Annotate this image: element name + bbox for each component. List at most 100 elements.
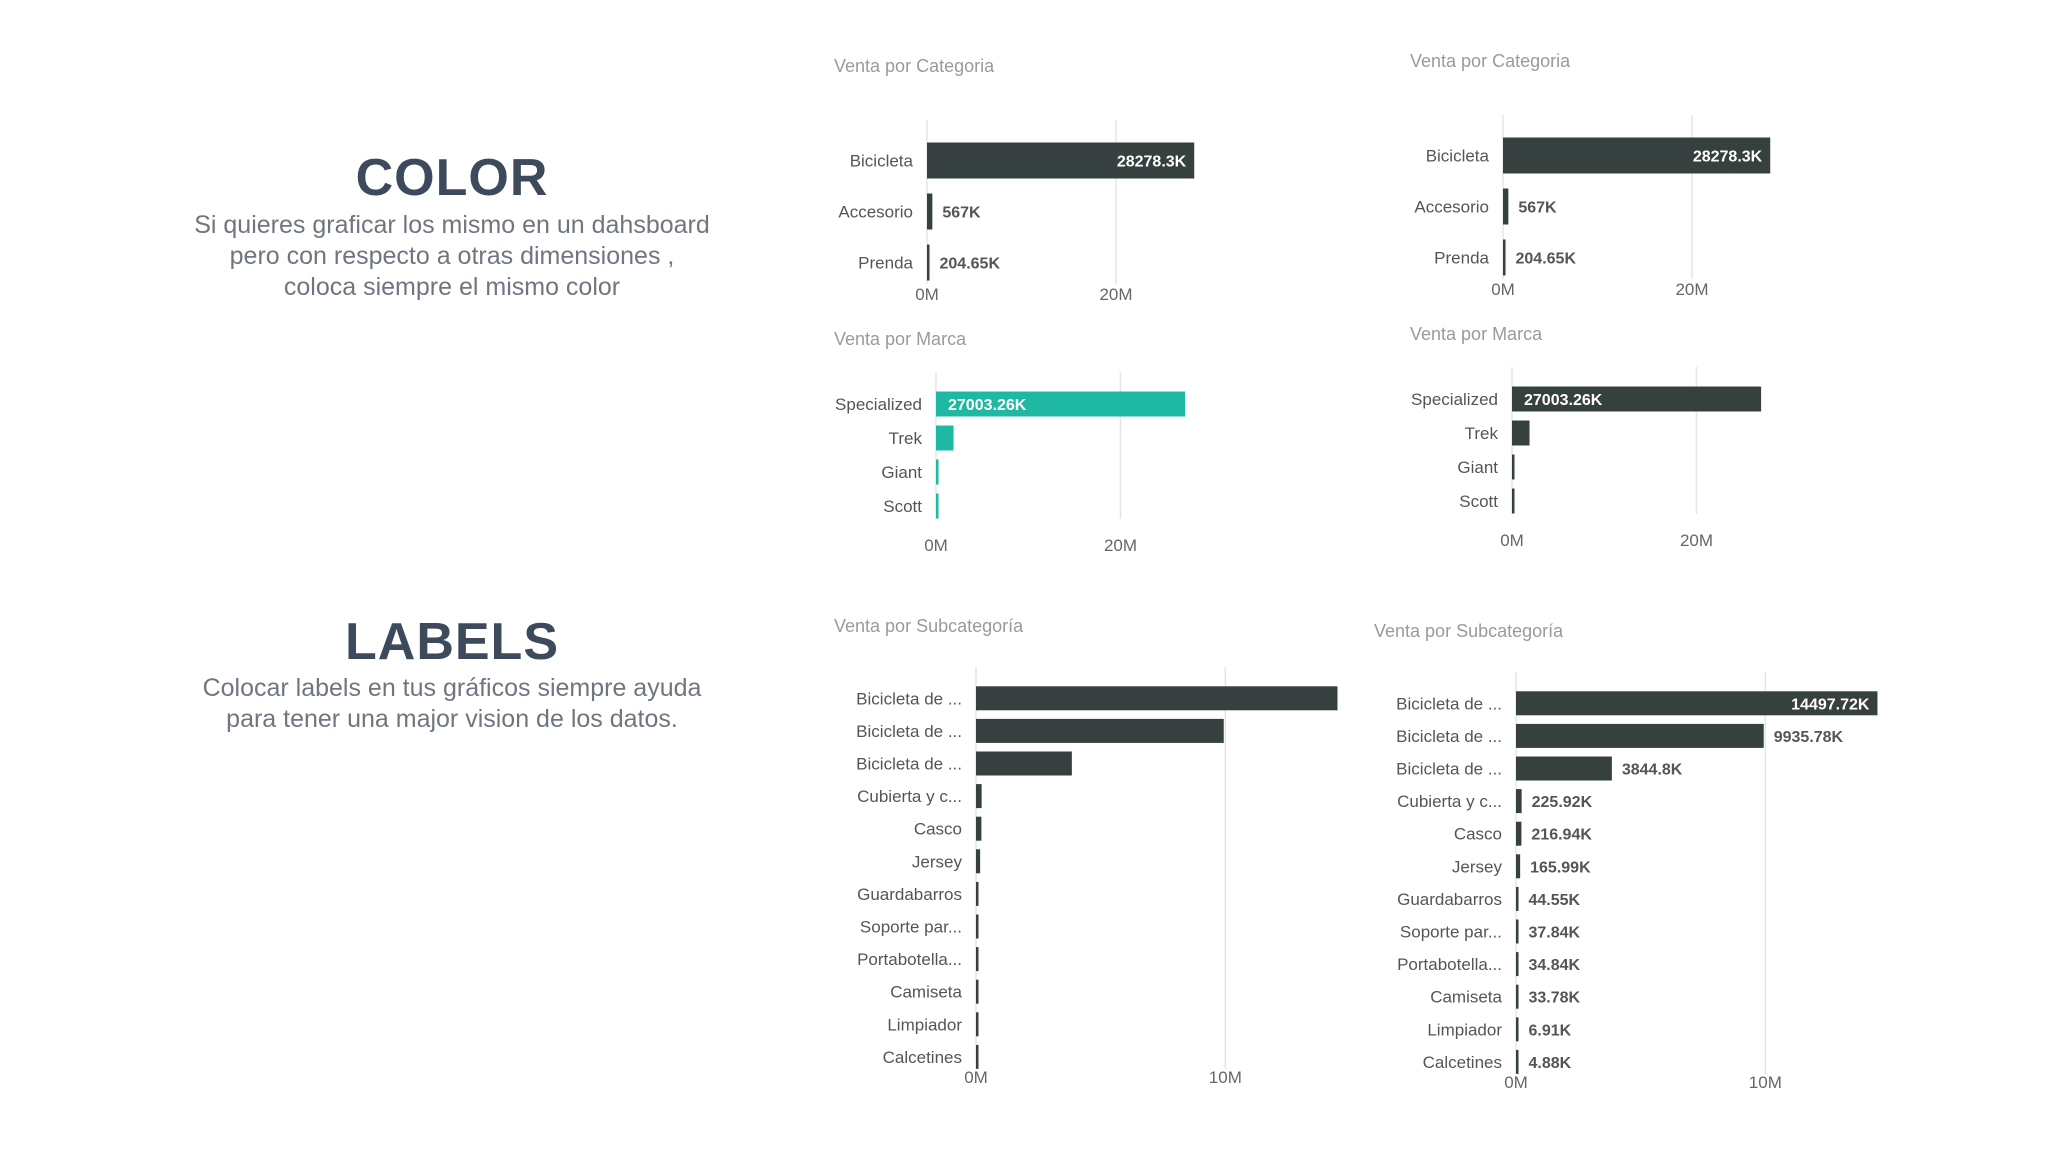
bar[interactable] [1516,1017,1519,1042]
chart-title: Venta por Marca [1410,324,1543,344]
data-label: 37.84K [1529,925,1581,942]
bar[interactable] [1512,454,1515,480]
category-label: Soporte par... [1400,923,1502,942]
bar[interactable] [927,193,933,230]
x-tick-label: 0M [915,285,939,304]
bar[interactable] [1503,188,1509,225]
bar[interactable] [1516,952,1519,977]
category-label: Limpiador [1427,1020,1502,1039]
bar[interactable] [976,718,1224,743]
x-tick-label: 0M [1491,280,1515,299]
chart-venta-subcategoria-left[interactable]: Venta por Subcategoría 0M 10M Bicicleta de … [830,610,1350,1100]
category-label: Accesorio [838,203,913,222]
x-tick-label: 10M [1749,1073,1782,1092]
bar[interactable] [1516,821,1522,846]
bar[interactable] [976,881,979,906]
bar[interactable] [976,751,1072,776]
color-description-line: pero con respecto a otras dimensiones , [229,242,675,270]
bar[interactable] [936,425,954,451]
color-description-line: Si quieres graficar los mismo en un dahs… [194,211,710,239]
category-label: Camiseta [890,983,962,1002]
chart-title: Venta por Marca [834,329,967,349]
bar[interactable] [936,391,1186,417]
bar[interactable] [927,244,930,281]
data-label: 28278.3K [1693,149,1763,166]
data-label: 28278.3K [1117,154,1187,171]
category-label: Trek [889,429,923,448]
bar[interactable] [1512,488,1515,514]
category-label: Jersey [912,852,963,871]
x-tick-label: 0M [1500,531,1524,550]
category-label: Specialized [835,395,922,414]
chart-venta-categoria-left[interactable]: Venta por Categoria 0M 20M Bicicleta 28278.3… [830,50,1290,310]
category-label: Bicicleta de ... [1396,694,1502,713]
data-label: 34.84K [1529,957,1581,974]
data-label: 567K [1518,200,1557,217]
data-label: 14497.72K [1791,696,1870,713]
data-label: 225.92K [1532,794,1593,811]
category-label: Scott [883,497,922,516]
bar[interactable] [1516,854,1521,879]
bar[interactable] [1516,886,1519,911]
bar[interactable] [976,849,981,874]
data-label: 216.94K [1531,827,1592,844]
chart-venta-subcategoria-right[interactable]: Venta por Subcategoría 0M 10M Bicicleta de … [1370,615,1890,1105]
category-label: Jersey [1452,857,1503,876]
labels-description-line: Colocar labels en tus gráficos siempre a… [202,674,702,702]
category-label: Casco [1454,825,1502,844]
data-label: 3844.8K [1622,762,1683,779]
x-tick-label: 20M [1675,280,1708,299]
x-tick-label: 20M [1104,536,1137,555]
category-label: Scott [1459,492,1498,511]
bar[interactable] [1516,789,1522,814]
x-tick-label: 20M [1680,531,1713,550]
category-label: Guardabarros [857,885,962,904]
category-label: Cubierta y c... [857,787,962,806]
bar[interactable] [1516,723,1764,748]
category-label: Bicicleta de ... [1396,727,1502,746]
bar[interactable] [936,493,939,519]
color-heading: COLOR [355,149,549,207]
chart-venta-marca-right[interactable]: Venta por Marca 0M 20M Specialized 27003.26K… [1406,318,1866,558]
bar[interactable] [976,947,979,972]
bar[interactable] [1512,420,1530,446]
bar[interactable] [976,914,979,939]
chart-title: Venta por Subcategoría [834,616,1024,636]
bar[interactable] [976,784,982,809]
category-label: Prenda [858,254,913,273]
bar[interactable] [976,1044,979,1069]
bar[interactable] [1516,919,1519,944]
bar[interactable] [976,1012,979,1037]
category-label: Portabotella... [857,950,962,969]
bar[interactable] [1516,1049,1519,1074]
category-label: Bicicleta de ... [856,722,962,741]
category-label: Calcetines [883,1048,962,1067]
data-label: 27003.26K [1524,392,1603,409]
bar[interactable] [1512,386,1762,412]
data-label: 44.55K [1529,892,1581,909]
bar[interactable] [1516,756,1612,781]
bar[interactable] [976,979,979,1004]
category-label: Prenda [1434,249,1489,268]
category-label: Soporte par... [860,918,962,937]
chart-venta-marca-left[interactable]: Venta por Marca 0M 20M Specialized 27003.26K… [830,323,1290,563]
color-description-line: coloca siempre el mismo color [283,273,621,301]
bar[interactable] [976,816,982,841]
category-label: Cubierta y c... [1397,792,1502,811]
data-label: 204.65K [1516,251,1577,268]
data-label: 6.91K [1529,1022,1572,1039]
data-label: 567K [942,205,981,222]
bar[interactable] [927,142,1195,179]
bar[interactable] [1503,239,1506,276]
bar[interactable] [936,459,939,485]
data-label: 27003.26K [948,397,1027,414]
category-label: Bicicleta [1426,147,1490,166]
bar[interactable] [1503,137,1771,174]
data-label: 204.65K [940,256,1001,273]
x-tick-label: 0M [1504,1073,1528,1092]
chart-venta-categoria-right[interactable]: Venta por Categoria 0M 20M Bicicleta 28278.3… [1406,45,1866,305]
bar[interactable] [1516,984,1519,1009]
category-label: Trek [1465,424,1499,443]
bar[interactable] [976,686,1338,711]
bar[interactable] [1516,691,1878,716]
